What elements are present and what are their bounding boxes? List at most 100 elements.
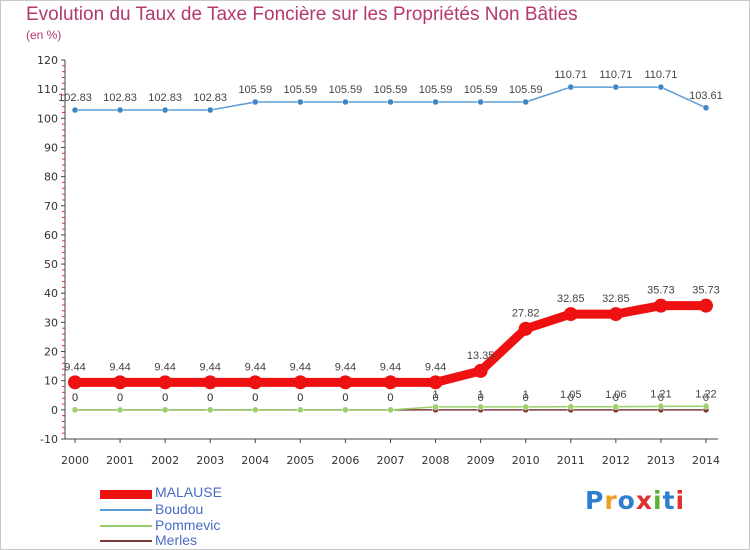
x-tick-label: 2011 xyxy=(557,454,585,467)
data-label-malause: 9.44 xyxy=(245,361,266,373)
data-label-pommevic: 0 xyxy=(117,392,123,404)
y-tick-label: 110 xyxy=(37,83,58,96)
data-point-pommevic xyxy=(567,403,575,411)
data-label-merles: 0 xyxy=(342,392,348,404)
data-point-boudou xyxy=(567,83,575,91)
legend-label-boudou: Boudou xyxy=(155,501,204,517)
data-point-malause xyxy=(203,375,218,390)
data-label-merles: 0 xyxy=(207,392,213,404)
data-point-pommevic xyxy=(612,403,620,411)
data-point-malause xyxy=(428,375,443,390)
data-label-merles: 0 xyxy=(117,392,123,404)
x-tick-label: 2003 xyxy=(196,454,224,467)
y-tick-label: 0 xyxy=(51,404,58,417)
y-tick-label: 40 xyxy=(44,287,58,300)
logo-letter: o xyxy=(617,486,636,515)
data-label-pommevic: 0 xyxy=(207,392,213,404)
series-pommevic xyxy=(71,403,710,414)
data-label-pommevic: 1.21 xyxy=(650,388,671,400)
y-tick-label: 90 xyxy=(44,141,58,154)
y-tick-label: 10 xyxy=(44,375,58,388)
x-tick-label: 2013 xyxy=(647,454,675,467)
data-label-merles: 0 xyxy=(703,392,709,404)
data-point-malause xyxy=(698,298,713,313)
legend-swatch-merles xyxy=(100,540,152,542)
legend-label-merles: Merles xyxy=(155,532,198,548)
data-point-malause xyxy=(338,375,353,390)
data-label-pommevic: 1 xyxy=(432,389,438,401)
data-label-boudou: 105.59 xyxy=(419,84,453,96)
y-tick-label: 120 xyxy=(37,54,58,67)
data-label-boudou: 110.71 xyxy=(599,69,632,81)
logo-letter: P xyxy=(585,486,605,515)
data-label-malause: 9.44 xyxy=(290,361,311,373)
data-label-pommevic: 0 xyxy=(342,392,348,404)
chart-unit-label: (en %) xyxy=(26,28,62,42)
data-point-malause xyxy=(608,307,623,322)
logo-letter: t xyxy=(662,486,676,515)
logo-letter: i xyxy=(653,486,663,515)
x-tick-label: 2012 xyxy=(602,454,630,467)
data-point-boudou xyxy=(387,98,394,106)
data-point-boudou xyxy=(297,98,304,106)
data-label-boudou: 102.83 xyxy=(58,92,92,104)
data-label-malause: 9.44 xyxy=(154,361,175,373)
y-tick-label: 80 xyxy=(44,171,58,184)
chart-data-labels: 9.44 9.44 9.44 9.44 9.44 9.44 9.44 9.44 9.44 13.3… xyxy=(58,69,723,404)
data-point-pommevic xyxy=(161,406,169,414)
legend-label-pommevic: Pommevic xyxy=(155,517,221,533)
data-label-boudou: 110.71 xyxy=(644,69,677,81)
data-label-boudou: 105.59 xyxy=(284,84,318,96)
data-point-boudou xyxy=(116,106,124,114)
data-point-pommevic xyxy=(206,406,214,414)
data-label-pommevic: 0 xyxy=(387,392,393,404)
logo-letter: r xyxy=(604,486,618,515)
data-point-boudou xyxy=(702,104,710,112)
x-tick-label: 2008 xyxy=(422,454,450,467)
data-label-boudou: 102.83 xyxy=(103,92,137,104)
data-point-malause xyxy=(158,375,173,390)
y-tick-label: 50 xyxy=(44,258,58,271)
data-point-boudou xyxy=(477,98,484,106)
data-label-merles: 0 xyxy=(478,392,484,404)
data-label-malause: 32.85 xyxy=(557,293,585,305)
y-tick-label: 60 xyxy=(44,229,58,242)
data-label-boudou: 105.59 xyxy=(329,84,363,96)
data-label-malause: 9.44 xyxy=(425,361,446,373)
data-label-merles: 0 xyxy=(252,392,258,404)
data-label-merles: 0 xyxy=(72,392,78,404)
data-label-malause: 35.73 xyxy=(647,285,675,297)
series-boudou xyxy=(71,83,710,114)
data-label-merles: 0 xyxy=(297,392,303,404)
legend-swatch-boudou xyxy=(100,509,152,511)
x-tick-label: 2006 xyxy=(331,454,359,467)
data-point-boudou xyxy=(342,98,349,106)
data-point-pommevic xyxy=(657,403,665,410)
data-label-malause: 9.44 xyxy=(199,361,220,373)
x-tick-label: 2014 xyxy=(692,454,720,467)
data-label-pommevic: 1 xyxy=(523,389,529,401)
data-point-boudou xyxy=(161,106,169,114)
data-label-malause: 32.85 xyxy=(602,293,630,305)
data-point-pommevic xyxy=(71,406,79,414)
data-point-malause xyxy=(563,307,578,322)
data-point-pommevic xyxy=(522,403,529,411)
data-label-boudou: 102.83 xyxy=(193,92,227,104)
legend-swatch-malause xyxy=(100,490,152,499)
data-point-boudou xyxy=(522,98,529,106)
data-label-merles: 0 xyxy=(523,392,529,404)
data-point-boudou xyxy=(206,106,214,114)
data-label-boudou: 110.71 xyxy=(554,69,587,81)
legend-label-malause: MALAUSE xyxy=(155,484,222,500)
y-tick-label: 70 xyxy=(44,200,58,213)
data-label-malause: 9.44 xyxy=(109,361,130,373)
data-point-malause xyxy=(473,363,488,378)
data-label-merles: 0 xyxy=(162,392,168,404)
data-label-pommevic: 0 xyxy=(297,392,303,404)
data-label-malause: 27.82 xyxy=(512,308,540,320)
data-point-boudou xyxy=(432,98,439,106)
data-label-boudou: 105.59 xyxy=(464,84,498,96)
data-point-malause xyxy=(113,375,128,390)
data-point-pommevic xyxy=(297,406,304,414)
